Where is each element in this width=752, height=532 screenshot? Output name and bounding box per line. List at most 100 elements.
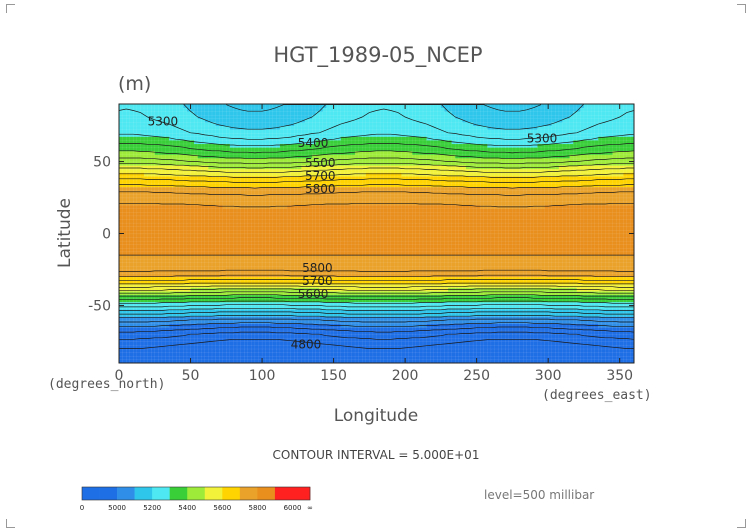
heatmap-cell (365, 262, 370, 267)
heatmap-cell (508, 294, 513, 299)
heatmap-cell (211, 280, 217, 285)
heatmap-cell (508, 258, 513, 263)
heatmap-cell (404, 247, 410, 253)
heatmap-cell (376, 334, 381, 339)
heatmap-cell (512, 316, 517, 321)
heatmap-cell (244, 316, 249, 321)
heatmap-cell (258, 348, 263, 353)
heatmap-cell (240, 287, 245, 292)
heatmap-cell (147, 298, 152, 303)
heatmap-cell (426, 334, 431, 339)
heatmap-cell (118, 247, 124, 253)
heatmap-cell (372, 337, 378, 342)
heatmap-cell (605, 308, 610, 314)
heatmap-cell (122, 258, 127, 263)
heatmap-cell (369, 240, 374, 245)
heatmap-cell (333, 337, 338, 342)
heatmap-cell (515, 326, 521, 332)
heatmap-cell (186, 344, 192, 350)
heatmap-cell (351, 262, 356, 267)
chart-title: HGT_1989-05_NCEP (273, 43, 482, 68)
heatmap-cell (211, 344, 217, 350)
heatmap-cell (197, 280, 202, 285)
heatmap-cell (208, 236, 213, 242)
heatmap-cell (190, 244, 195, 249)
heatmap-cell (512, 344, 517, 350)
heatmap-cell (379, 352, 385, 357)
heatmap-cell (519, 316, 524, 321)
heatmap-cell (147, 344, 152, 350)
heatmap-cell (362, 236, 367, 242)
heatmap-cell (247, 301, 252, 307)
heatmap-cell (311, 244, 317, 249)
heatmap-cell (583, 348, 589, 353)
heatmap-cell (583, 290, 589, 296)
heatmap-cell (222, 247, 227, 253)
heatmap-cell (151, 308, 156, 314)
heatmap-cell (222, 254, 227, 260)
heatmap-cell (236, 334, 242, 339)
heatmap-cell (544, 265, 549, 271)
heatmap-cell (165, 244, 170, 249)
heatmap-cell (415, 283, 420, 289)
heatmap-cell (186, 352, 192, 357)
heatmap-cell (426, 294, 431, 299)
heatmap-cell (340, 355, 345, 360)
heatmap-cell (383, 337, 388, 342)
heatmap-cell (261, 330, 267, 335)
heatmap-cell (465, 326, 471, 332)
heatmap-cell (276, 240, 281, 245)
heatmap-cell (476, 244, 481, 249)
heatmap-cell (426, 283, 431, 289)
heatmap-cell (544, 305, 549, 310)
heatmap-cell (344, 265, 349, 271)
heatmap-cell (333, 236, 338, 242)
heatmap-cell (136, 247, 142, 253)
heatmap-cell (272, 280, 277, 285)
heatmap-cell (283, 334, 288, 339)
heatmap-cell (615, 316, 621, 321)
heatmap-cell (140, 312, 145, 317)
heatmap-cell (379, 258, 385, 263)
heatmap-cell (537, 258, 542, 263)
heatmap-cell (172, 244, 177, 249)
heatmap-cell (283, 287, 288, 292)
heatmap-cell (340, 258, 345, 263)
heatmap-cell (429, 240, 435, 245)
heatmap-cell (218, 341, 224, 346)
heatmap-cell (533, 298, 538, 303)
heatmap-cell (126, 258, 131, 263)
heatmap-cell (508, 344, 513, 350)
heatmap-cell (147, 287, 152, 292)
heatmap-cell (179, 244, 184, 249)
heatmap-cell (608, 337, 614, 342)
heatmap-cell (401, 301, 406, 307)
heatmap-cell (487, 334, 492, 339)
heatmap-cell (254, 334, 260, 339)
heatmap-cell (458, 337, 463, 342)
heatmap-cell (415, 305, 420, 310)
heatmap-cell (437, 352, 442, 357)
heatmap-cell (136, 262, 142, 267)
heatmap-cell (447, 265, 453, 271)
heatmap-cell (419, 352, 424, 357)
heatmap-cell (440, 247, 446, 253)
heatmap-cell (526, 308, 531, 314)
heatmap-cell (573, 262, 578, 267)
heatmap-cell (455, 276, 460, 281)
heatmap-cell (540, 334, 546, 339)
heatmap-cell (233, 298, 238, 303)
heatmap-cell (193, 236, 199, 242)
heatmap-cell (619, 341, 624, 346)
heatmap-cell (218, 355, 224, 360)
heatmap-cell (269, 276, 274, 281)
heatmap-cell (576, 265, 581, 271)
heatmap-cell (415, 265, 420, 271)
heatmap-cell (412, 287, 417, 292)
heatmap-cell (551, 244, 556, 249)
heatmap-cell (458, 334, 463, 339)
heatmap-cell (522, 341, 528, 346)
heatmap-cell (530, 308, 535, 314)
heatmap-cell (279, 352, 285, 357)
heatmap-cell (190, 337, 195, 342)
